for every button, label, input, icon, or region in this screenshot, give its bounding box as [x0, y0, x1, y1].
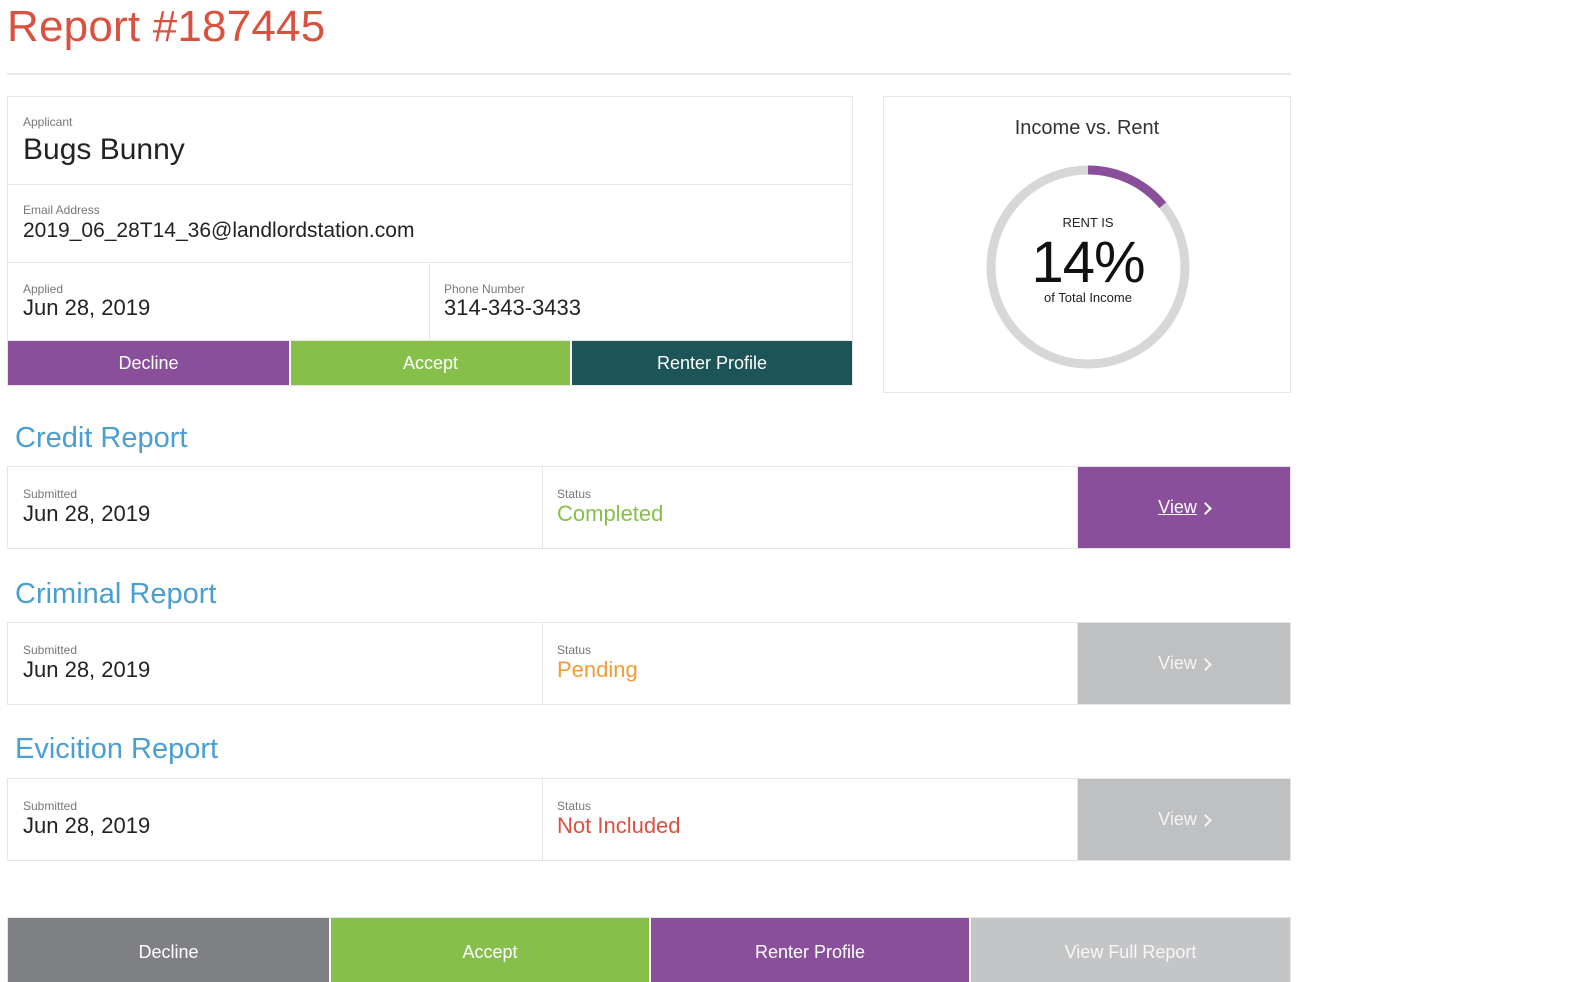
- criminal-report-title: Criminal Report: [15, 578, 217, 610]
- credit-report-title: Credit Report: [15, 422, 188, 454]
- income-card-title: Income vs. Rent: [1014, 117, 1160, 139]
- eviction-report-card: Submitted Jun 28, 2019 Status Not Includ…: [7, 778, 1291, 861]
- submitted-date: Jun 28, 2019: [23, 657, 151, 682]
- phone-value: 314-343-3433: [444, 295, 582, 320]
- submitted-date: Jun 28, 2019: [23, 813, 151, 838]
- submitted-cell: Submitted Jun 28, 2019: [8, 779, 543, 860]
- applied-date: Jun 28, 2019: [23, 295, 151, 320]
- submitted-label: Submitted: [23, 799, 78, 813]
- credit-report-card: Submitted Jun 28, 2019 Status Completed …: [7, 466, 1291, 549]
- donut-fill-arc: [986, 165, 1190, 369]
- view-label: View: [1158, 809, 1197, 829]
- submitted-cell: Submitted Jun 28, 2019: [8, 467, 543, 548]
- submitted-label: Submitted: [23, 487, 78, 501]
- bottom-accept-button[interactable]: Accept: [331, 918, 649, 982]
- status-value: Not Included: [557, 813, 681, 838]
- applicant-name: Bugs Bunny: [23, 133, 185, 166]
- submitted-cell: Submitted Jun 28, 2019: [8, 623, 543, 704]
- status-cell: Status Pending: [543, 623, 1078, 704]
- submitted-date: Jun 28, 2019: [23, 501, 151, 526]
- income-vs-rent-card: Income vs. Rent RENT IS 14% of Total Inc…: [883, 96, 1291, 393]
- status-cell: Status Completed: [543, 467, 1078, 548]
- submitted-label: Submitted: [23, 643, 78, 657]
- status-label: Status: [557, 487, 592, 501]
- page-title: Report #187445: [7, 2, 326, 51]
- bottom-action-bar: Decline Accept Renter Profile View Full …: [7, 917, 1291, 982]
- decline-button[interactable]: Decline: [8, 341, 289, 385]
- phone-cell: Phone Number 314-343-3433: [430, 263, 852, 341]
- rent-percent: 14%: [1031, 230, 1145, 295]
- view-eviction-report-button[interactable]: View: [1078, 779, 1290, 860]
- bottom-decline-button[interactable]: Decline: [8, 918, 329, 982]
- of-total-income-label: of Total Income: [1044, 290, 1132, 305]
- status-label: Status: [557, 643, 592, 657]
- status-value: Completed: [557, 501, 664, 526]
- view-label: View: [1158, 497, 1197, 517]
- status-value: Pending: [557, 657, 638, 682]
- eviction-report-title: Evicition Report: [15, 733, 219, 765]
- email-cell: Email Address 2019_06_28T14_36@landlords…: [8, 185, 852, 263]
- rent-ratio-donut: [986, 165, 1190, 369]
- accept-button[interactable]: Accept: [291, 341, 570, 385]
- chevron-right-icon: [1198, 657, 1212, 671]
- status-label: Status: [557, 799, 592, 813]
- applicant-label: Applicant: [23, 115, 73, 129]
- chevron-right-icon: [1198, 813, 1212, 827]
- status-cell: Status Not Included: [543, 779, 1078, 860]
- view-credit-report-button[interactable]: View: [1078, 467, 1290, 548]
- applied-cell: Applied Jun 28, 2019: [8, 263, 430, 341]
- phone-label: Phone Number: [444, 282, 525, 296]
- view-criminal-report-button[interactable]: View: [1078, 623, 1290, 704]
- email-label: Email Address: [23, 203, 100, 217]
- view-full-report-button[interactable]: View Full Report: [971, 918, 1290, 982]
- applied-label: Applied: [23, 282, 64, 296]
- chevron-right-icon: [1198, 501, 1212, 515]
- bottom-renter-profile-button[interactable]: Renter Profile: [651, 918, 969, 982]
- renter-profile-button[interactable]: Renter Profile: [572, 341, 852, 385]
- applicant-card: Applicant Bugs Bunny Email Address 2019_…: [7, 96, 853, 386]
- email-value: 2019_06_28T14_36@landlordstation.com: [23, 219, 415, 242]
- rent-is-label: RENT IS: [1062, 215, 1114, 230]
- criminal-report-card: Submitted Jun 28, 2019 Status Pending Vi…: [7, 622, 1291, 705]
- view-label: View: [1158, 653, 1197, 673]
- applicant-name-cell: Applicant Bugs Bunny: [8, 97, 852, 185]
- title-divider: [7, 73, 1291, 75]
